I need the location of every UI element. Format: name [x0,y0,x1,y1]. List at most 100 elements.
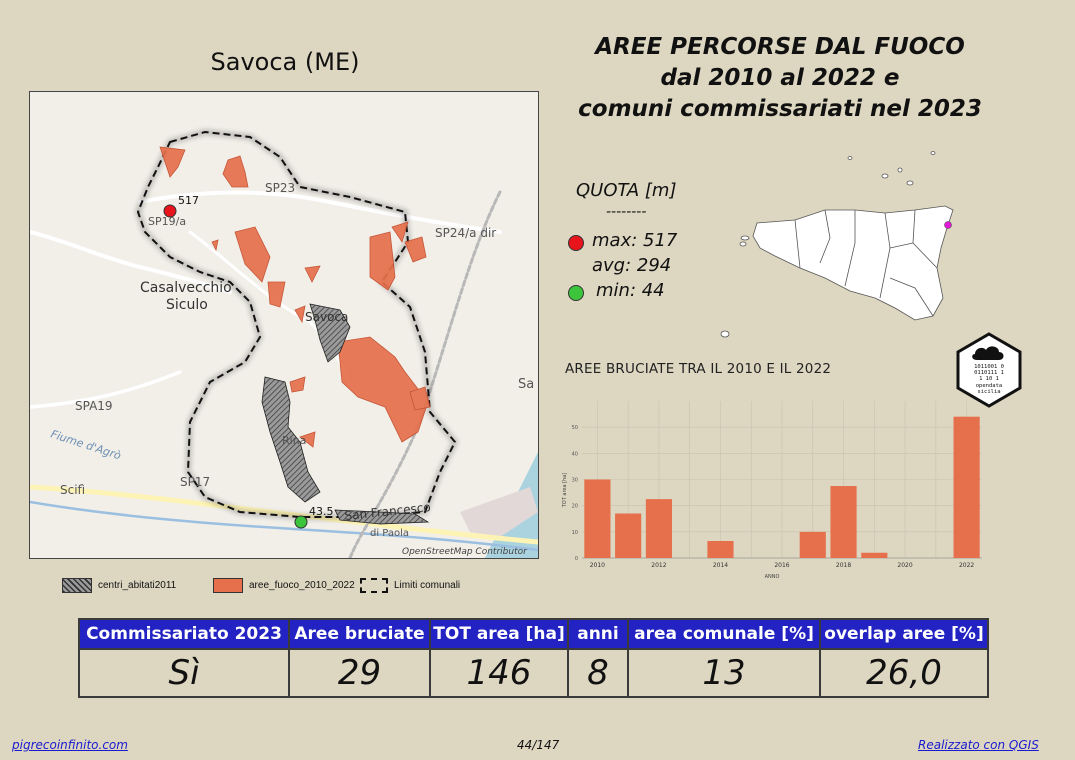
road-label: SP23 [265,181,295,195]
max-elevation-label: 517 [178,194,199,207]
place-label: Sa [518,377,534,392]
island [881,173,889,179]
footer-page-number: 44/147 [517,738,560,752]
x-tick-label: 2020 [897,562,912,569]
sicily-shape [752,205,954,321]
max-dot-icon [568,235,584,251]
burned-area [222,155,249,188]
burned-area [304,265,321,283]
urban-center [261,376,321,503]
map-title: Savoca (ME) [210,48,360,76]
urban-center [334,509,430,525]
value-anni: 8 [567,648,629,698]
place-label: Savoca [305,310,348,324]
road [30,370,182,409]
map-attribution: OpenStreetMap Contributor [402,547,528,557]
logo-bits: 0110111 1 [974,370,1004,376]
footer-site-link[interactable]: pigrecoinfinito.com [12,738,128,752]
max-elevation-marker[interactable] [163,204,177,218]
province-border [889,277,934,317]
municipality-map: SP23 SP19/a SP24/a dir Casalvecchio Sicu… [30,128,538,558]
logo-name: sicilia [977,389,1000,395]
road [138,190,502,234]
logo-bits: 1 10 1 [979,376,999,382]
min-elevation-marker[interactable] [294,515,308,529]
bar [830,486,857,558]
footer-qgis-link[interactable]: Realizzato con QGIS [918,738,1039,752]
bars [584,416,980,558]
road [30,230,232,294]
y-axis-label: TOT area [ha] [562,473,568,509]
urban-swatch-icon [62,578,92,593]
elevation-avg: avg: 294 [592,255,672,276]
river-label: Fiume d'Agrò [49,427,123,462]
bar [861,552,888,558]
chart-title: AREE BRUCIATE TRA IL 2010 E IL 2022 [565,361,832,377]
burned-area [337,336,429,443]
main-title-line1: AREE PERCORSE DAL FUOCO [595,34,965,60]
urban-area [460,487,538,537]
value-overlap: 26,0 [819,648,989,698]
place-label-line2: Siculo [166,297,208,313]
logo-name: opendata [976,383,1003,389]
opendata-sicilia-logo[interactable]: 1011001 0 0110111 1 1 10 1 opendata sici… [955,332,1023,408]
fire-swatch-icon [213,578,243,593]
burned-area [404,236,427,263]
main-title-line3: comuni commissariati nel 2023 [578,96,982,122]
place-label: di Paola [370,528,409,539]
value-tot-area: 146 [429,648,569,698]
main-title: AREE PERCORSE DAL FUOCO dal 2010 al 2022… [560,32,1000,125]
burned-area [391,221,409,243]
place-label-line1: Casalvecchio [140,280,232,296]
cloud-icon [972,346,1004,360]
logo-bits: 1011001 0 [974,364,1004,370]
legend-limiti: Limiti comunali [360,578,460,593]
legend-label: aree_fuoco_2010_2022 [249,580,355,591]
header-area-comunale: area comunale [%] [627,618,821,650]
boundary-swatch-icon [360,578,388,593]
burned-area [369,231,396,291]
burned-area [159,146,186,178]
table-row: Sì 29 146 8 13 26,0 [78,648,989,698]
burned-area [234,226,271,283]
location-marker [944,221,952,229]
header-tot-area: TOT area [ha] [429,618,569,650]
min-elevation-label: 43.5 [309,505,334,518]
burned-area [299,431,316,448]
province-border [889,242,914,249]
burned-area [289,376,306,393]
province-border [794,219,801,269]
x-tick-label: 2010 [590,562,605,569]
burned-area [409,386,431,411]
place-label: Scifì [60,483,85,497]
y-tick-label: 0 [575,556,578,562]
elevation-separator: -------- [606,204,647,220]
bar [645,499,672,558]
road-label: SP19/a [148,215,186,228]
value-area-comunale: 13 [627,648,821,698]
x-tick-label: 2014 [713,562,728,569]
main-title-line2: dal 2010 al 2022 e [660,65,900,91]
municipal-boundary [136,130,457,518]
bar [615,513,642,558]
island [720,330,730,338]
x-tick-label: 2016 [774,562,789,569]
header-overlap: overlap aree [%] [819,618,989,650]
value-aree-bruciate: 29 [288,648,431,698]
road-label: SPA19 [75,399,113,413]
bar [584,479,611,558]
bar [799,531,826,558]
place-label: Rina [282,434,306,447]
x-tick-label: 2018 [836,562,851,569]
province-border [819,209,831,264]
sicily-locator-map [720,151,954,338]
header-commissariato: Commissariato 2023 [78,618,290,650]
burned-area [267,281,286,308]
min-dot-icon [568,285,584,301]
stats-table: Commissariato 2023 Aree bruciate TOT are… [78,618,989,698]
y-tick-label: 40 [572,451,578,457]
road-label: SP24/a dir [435,226,496,240]
map-panel[interactable]: SP23 SP19/a SP24/a dir Casalvecchio Sicu… [29,91,539,559]
legend-label: centri_abitati2011 [98,580,177,591]
x-tick-label: 2022 [959,562,974,569]
